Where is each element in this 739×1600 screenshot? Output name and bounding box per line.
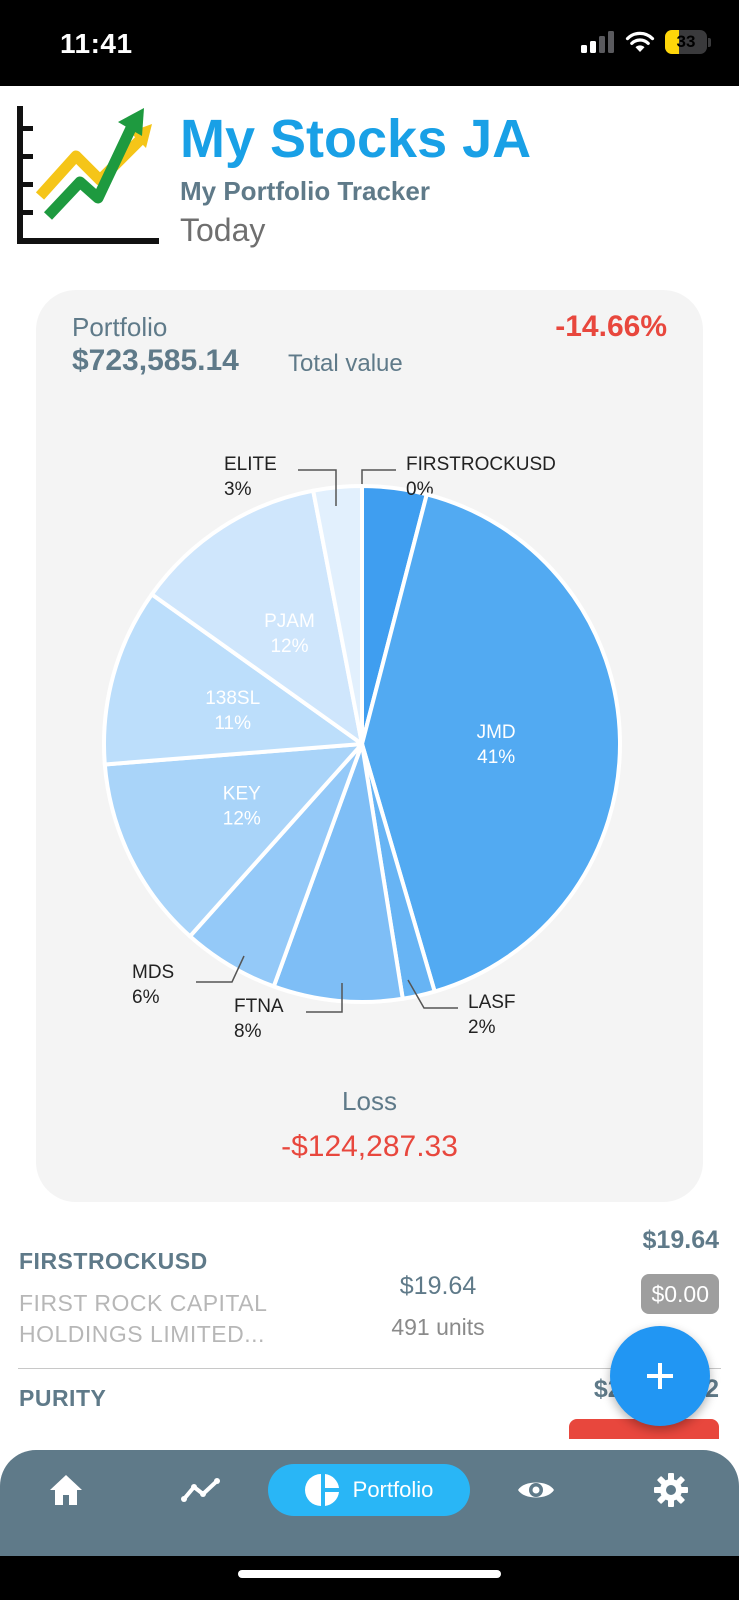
pie-slice-pjam[interactable] — [149, 488, 364, 746]
slice-label: MDS — [132, 962, 174, 983]
app-subtitle: My Portfolio Tracker — [180, 176, 430, 206]
add-holding-button[interactable] — [610, 1326, 710, 1426]
holding-row[interactable]: FIRSTROCKUSD FIRST ROCK CAPITAL HOLDINGS… — [18, 1216, 721, 1366]
holding-units: 491 units — [391, 1314, 485, 1340]
nav-portfolio-label: Portfolio — [352, 1477, 434, 1502]
gear-icon — [654, 1473, 688, 1507]
holding-company-name: FIRST ROCK CAPITAL HOLDINGS LIMITED... — [19, 1290, 267, 1347]
plus-icon — [647, 1363, 673, 1389]
slice-percent-label: 12% — [270, 636, 308, 657]
cellular-signal-icon — [581, 31, 614, 53]
wifi-icon — [625, 31, 655, 52]
portfolio-summary-card: Portfolio $723,585.14 Total value -14.66… — [36, 290, 703, 1202]
slice-leader-line — [407, 979, 458, 1009]
pie-slice-138sl[interactable] — [102, 592, 364, 767]
holding-symbol: FIRSTROCKUSD — [19, 1248, 208, 1274]
app-title: My Stocks JA — [180, 109, 532, 169]
slice-label: PJAM — [264, 611, 315, 632]
slice-label: ELITE — [224, 454, 277, 475]
home-indicator[interactable] — [238, 1570, 501, 1578]
battery-level: 33 — [676, 32, 696, 51]
nav-settings[interactable] — [645, 1464, 697, 1516]
home-icon — [50, 1475, 82, 1505]
holding-change-badge: $0.00 — [641, 1274, 719, 1314]
slice-percent-label: 41% — [477, 747, 515, 768]
portfolio-change-percent: -14.66% — [555, 310, 667, 343]
slice-label: 138SL — [205, 688, 260, 709]
slice-leader-line — [298, 469, 337, 506]
slice-label: LASF — [468, 992, 516, 1013]
bottom-navigation: Portfolio — [0, 1450, 739, 1556]
slice-label: FTNA — [234, 996, 284, 1017]
portfolio-pie-chart[interactable]: FIRSTROCKUSD0%JMD41%LASF2%FTNA8%MDS6%KEY… — [36, 290, 703, 1080]
eye-icon — [518, 1482, 554, 1498]
pie-slice-ftna[interactable] — [271, 742, 405, 1004]
pie-slice-jmd[interactable] — [360, 492, 622, 994]
slice-percent-label: 3% — [224, 479, 252, 500]
status-bar: 11:41 33 — [0, 0, 739, 86]
status-time: 11:41 — [60, 28, 133, 59]
battery-icon: 33 — [665, 30, 711, 54]
portfolio-heading: Portfolio — [72, 312, 168, 342]
pie-chart-icon — [304, 1474, 339, 1506]
slice-label: JMD — [477, 722, 516, 743]
app-screen: My Stocks JA My Portfolio Tracker Today … — [0, 86, 739, 1556]
nav-trends[interactable] — [175, 1464, 227, 1516]
slice-percent-label: 11% — [214, 713, 251, 734]
slice-label: KEY — [223, 784, 261, 805]
status-icons: 33 — [581, 30, 711, 54]
slice-percent-label: 2% — [468, 1017, 496, 1038]
slice-leader-line — [306, 983, 343, 1013]
holding-symbol: PURITY — [19, 1385, 107, 1411]
slice-percent-label: 6% — [132, 987, 160, 1008]
loss-label: Loss — [342, 1086, 397, 1116]
nav-watchlist[interactable] — [510, 1464, 562, 1516]
pie-slice-elite[interactable] — [311, 484, 364, 746]
slice-label: FIRSTROCKUSD — [406, 454, 556, 475]
slice-percent-label: 8% — [234, 1021, 262, 1042]
loss-value: -$124,287.33 — [281, 1130, 458, 1163]
holding-value: $19.64 — [642, 1226, 719, 1254]
period-selector[interactable]: Today — [180, 212, 266, 248]
holding-price: $19.64 — [399, 1272, 477, 1300]
pie-slice-key[interactable] — [102, 742, 364, 939]
trend-icon — [181, 1478, 220, 1502]
slice-percent-label: 12% — [223, 809, 261, 830]
stocks-chart-logo-icon — [17, 106, 159, 244]
holding-change-badge — [569, 1419, 719, 1439]
total-value-label: Total value — [288, 350, 403, 377]
slice-leader-line — [196, 955, 245, 983]
portfolio-total-value: $723,585.14 — [72, 344, 239, 377]
nav-portfolio[interactable]: Portfolio — [268, 1464, 470, 1516]
nav-home[interactable] — [40, 1464, 92, 1516]
home-indicator-area — [0, 1556, 739, 1600]
